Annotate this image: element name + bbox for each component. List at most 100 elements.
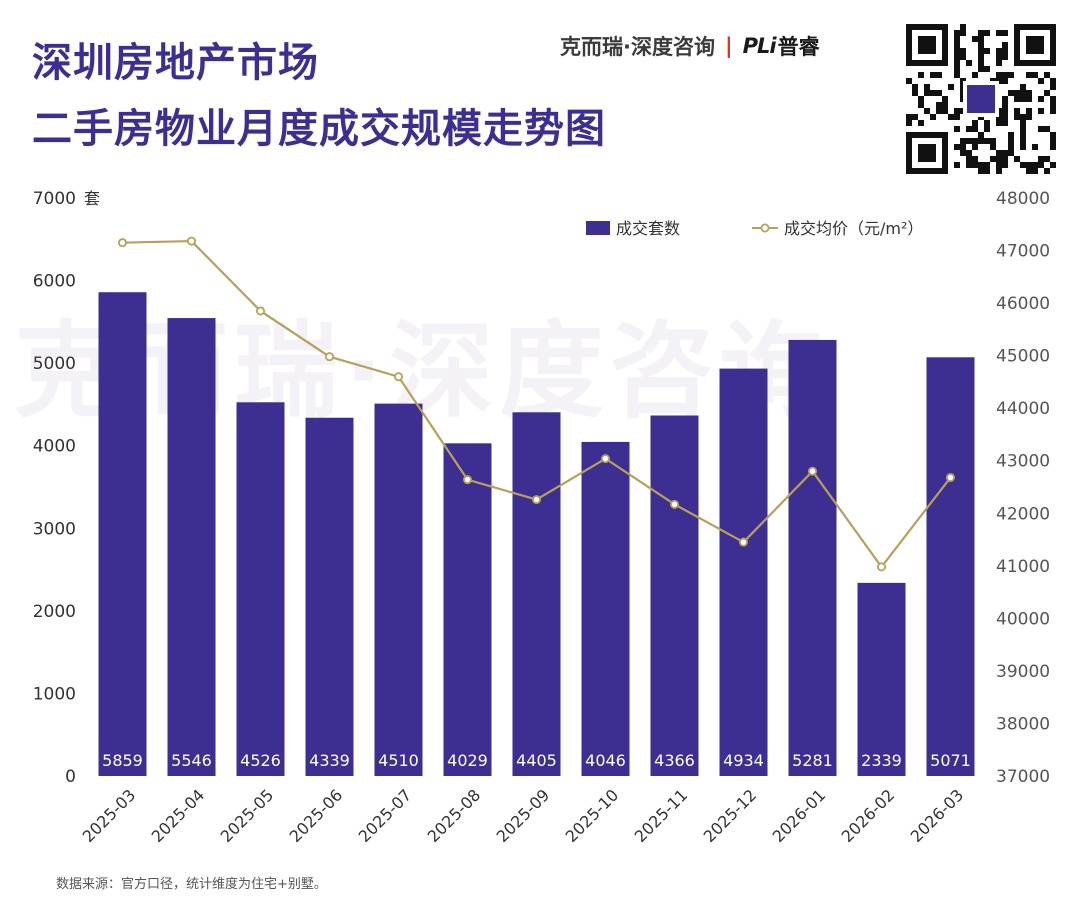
y-right-tick-label: 45000 bbox=[996, 347, 1050, 367]
qr-module bbox=[906, 156, 912, 162]
source-note: 数据来源：官方口径，统计维度为住宅+别墅。 bbox=[56, 877, 327, 892]
qr-module bbox=[972, 162, 978, 168]
qr-module bbox=[1044, 168, 1050, 174]
qr-module bbox=[996, 60, 1002, 66]
qr-module bbox=[1032, 162, 1038, 168]
qr-module bbox=[1026, 36, 1032, 42]
qr-module bbox=[978, 36, 984, 42]
price-point bbox=[118, 238, 128, 248]
qr-module bbox=[1026, 168, 1032, 174]
qr-module bbox=[1014, 48, 1020, 54]
price-point bbox=[808, 466, 818, 476]
qr-module bbox=[1032, 24, 1038, 30]
qr-module bbox=[1020, 120, 1026, 126]
price-point bbox=[670, 499, 680, 509]
qr-module bbox=[942, 102, 948, 108]
price-point bbox=[186, 236, 196, 246]
bar-data-label: 4339 bbox=[309, 751, 350, 770]
x-tick-label: 2025-11 bbox=[631, 785, 692, 846]
qr-module bbox=[918, 120, 924, 126]
qr-module bbox=[936, 90, 942, 96]
qr-module bbox=[906, 120, 912, 126]
y-right-tick-label: 42000 bbox=[996, 504, 1050, 524]
qr-module bbox=[930, 150, 936, 156]
x-tick-label: 2025-12 bbox=[700, 785, 761, 846]
qr-module bbox=[906, 36, 912, 42]
qr-module bbox=[906, 30, 912, 36]
bar bbox=[788, 339, 837, 776]
qr-module bbox=[1050, 42, 1056, 48]
bar bbox=[512, 412, 561, 776]
qr-module bbox=[1002, 42, 1008, 48]
x-tick-label: 2025-04 bbox=[148, 785, 209, 846]
x-tick-label: 2025-09 bbox=[493, 785, 554, 846]
qr-module bbox=[918, 24, 924, 30]
y-right-tick-label: 40000 bbox=[996, 609, 1050, 629]
qr-module bbox=[954, 54, 960, 60]
qr-module bbox=[1038, 78, 1044, 84]
y-left-tick-label: 4000 bbox=[33, 437, 76, 457]
qr-module bbox=[1050, 108, 1056, 114]
qr-module bbox=[984, 48, 990, 54]
qr-module bbox=[1020, 114, 1026, 120]
qr-module bbox=[942, 42, 948, 48]
qr-module bbox=[1050, 132, 1056, 138]
qr-module bbox=[966, 138, 972, 144]
price-point bbox=[393, 372, 403, 382]
qr-module bbox=[972, 126, 978, 132]
y-right-tick-label: 37000 bbox=[996, 767, 1050, 787]
qr-module bbox=[1014, 156, 1020, 162]
bar-data-label: 5859 bbox=[102, 751, 143, 770]
bar-data-label: 4029 bbox=[447, 751, 488, 770]
qr-module bbox=[1050, 36, 1056, 42]
qr-module bbox=[966, 156, 972, 162]
qr-module bbox=[906, 48, 912, 54]
qr-module bbox=[1050, 30, 1056, 36]
qr-module bbox=[924, 144, 930, 150]
qr-module bbox=[984, 120, 990, 126]
qr-module bbox=[906, 132, 912, 138]
qr-module bbox=[936, 60, 942, 66]
qr-module bbox=[960, 144, 966, 150]
qr-module bbox=[1008, 150, 1014, 156]
qr-module bbox=[912, 60, 918, 66]
qr-module bbox=[930, 168, 936, 174]
qr-module bbox=[1020, 60, 1026, 66]
price-point bbox=[877, 562, 887, 572]
qr-module bbox=[936, 24, 942, 30]
qr-module bbox=[1050, 138, 1056, 144]
qr-module bbox=[924, 132, 930, 138]
qr-module bbox=[1050, 48, 1056, 54]
qr-module bbox=[978, 54, 984, 60]
qr-module bbox=[984, 30, 990, 36]
qr-module bbox=[918, 36, 924, 42]
qr-module bbox=[1038, 24, 1044, 30]
qr-module bbox=[1026, 42, 1032, 48]
qr-module bbox=[966, 150, 972, 156]
qr-module bbox=[918, 156, 924, 162]
qr-module bbox=[1020, 138, 1026, 144]
qr-module bbox=[1002, 96, 1008, 102]
qr-module bbox=[1050, 60, 1056, 66]
y-left-tick-label: 1000 bbox=[33, 684, 76, 704]
y-left-tick-label: 7000 bbox=[33, 189, 76, 209]
bar bbox=[581, 441, 630, 776]
qr-module bbox=[996, 168, 1002, 174]
qr-module bbox=[978, 60, 984, 66]
qr-module bbox=[1014, 36, 1020, 42]
qr-module bbox=[1008, 138, 1014, 144]
qr-module bbox=[912, 132, 918, 138]
bar bbox=[719, 368, 768, 776]
qr-module bbox=[1020, 96, 1026, 102]
y-left-tick-label: 3000 bbox=[33, 519, 76, 539]
bar-data-label: 4510 bbox=[378, 751, 419, 770]
qr-module bbox=[984, 66, 990, 72]
qr-module bbox=[972, 36, 978, 42]
qr-module bbox=[984, 162, 990, 168]
qr-module bbox=[924, 60, 930, 66]
qr-module bbox=[1026, 108, 1032, 114]
y-right-tick-label: 38000 bbox=[996, 714, 1050, 734]
qr-module bbox=[1032, 168, 1038, 174]
qr-module bbox=[954, 162, 960, 168]
